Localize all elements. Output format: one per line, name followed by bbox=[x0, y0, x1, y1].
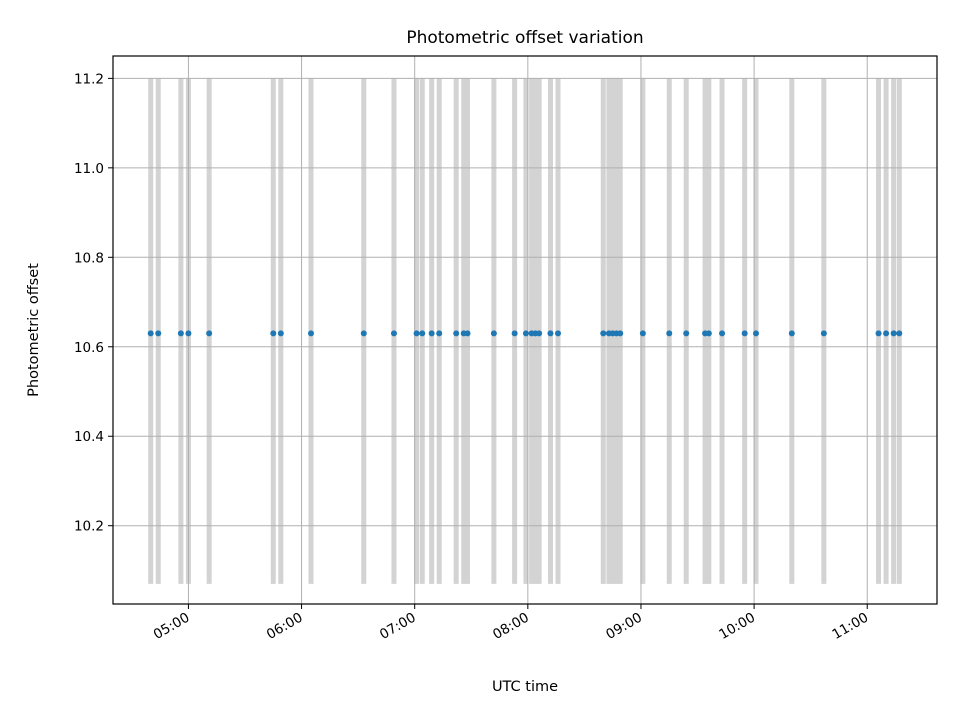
chart-title: Photometric offset variation bbox=[406, 28, 643, 48]
data-point-34 bbox=[705, 330, 712, 337]
data-point-17 bbox=[490, 330, 497, 337]
data-point-7 bbox=[307, 330, 314, 337]
data-point-19 bbox=[522, 330, 529, 337]
x-tick-label: 06:00 bbox=[264, 610, 306, 643]
data-point-4 bbox=[206, 330, 213, 337]
data-point-22 bbox=[536, 330, 543, 337]
data-point-18 bbox=[511, 330, 518, 337]
x-axis-title: UTC time bbox=[492, 679, 558, 695]
data-point-23 bbox=[547, 330, 554, 337]
y-axis-title: Photometric offset bbox=[26, 263, 42, 397]
data-point-43 bbox=[896, 330, 903, 337]
data-point-38 bbox=[788, 330, 795, 337]
data-point-29 bbox=[617, 330, 624, 337]
x-tick-label: 11:00 bbox=[830, 610, 872, 643]
data-point-35 bbox=[719, 330, 726, 337]
data-point-6 bbox=[277, 330, 284, 337]
grid-lines bbox=[113, 56, 937, 604]
data-point-3 bbox=[185, 330, 192, 337]
y-tick-label: 11.0 bbox=[74, 161, 104, 177]
data-point-13 bbox=[436, 330, 443, 337]
data-point-32 bbox=[683, 330, 690, 337]
y-tick-label: 10.4 bbox=[74, 429, 104, 445]
data-point-1 bbox=[155, 330, 162, 337]
data-point-25 bbox=[600, 330, 607, 337]
y-tick-label: 10.8 bbox=[74, 250, 104, 266]
data-point-31 bbox=[666, 330, 673, 337]
y-axis: 10.2 10.4 10.6 10.8 11.0 11.2 bbox=[74, 71, 113, 535]
data-point-42 bbox=[890, 330, 897, 337]
x-tick-label: 09:00 bbox=[603, 610, 645, 643]
x-tick-label: 07:00 bbox=[377, 610, 419, 643]
data-point-16 bbox=[464, 330, 471, 337]
y-tick-label: 10.2 bbox=[74, 519, 104, 535]
data-point-12 bbox=[428, 330, 435, 337]
data-point-11 bbox=[419, 330, 426, 337]
data-point-2 bbox=[177, 330, 184, 337]
data-point-24 bbox=[555, 330, 561, 337]
x-tick-label: 05:00 bbox=[151, 610, 193, 643]
data-point-36 bbox=[741, 330, 748, 337]
data-point-10 bbox=[413, 330, 420, 337]
x-tick-label: 08:00 bbox=[490, 610, 532, 643]
data-point-8 bbox=[360, 330, 367, 337]
data-point-37 bbox=[752, 330, 759, 337]
data-point-5 bbox=[270, 330, 277, 337]
y-tick-label: 11.2 bbox=[74, 71, 104, 87]
data-points bbox=[147, 330, 903, 337]
data-point-9 bbox=[390, 330, 397, 337]
y-tick-label: 10.6 bbox=[74, 340, 104, 356]
x-tick-label: 10:00 bbox=[716, 610, 758, 643]
x-axis: 05:00 06:00 07:00 08:00 09:00 10:00 11:00 bbox=[151, 604, 872, 643]
data-point-30 bbox=[639, 330, 646, 337]
data-point-14 bbox=[453, 330, 460, 337]
plot-frame bbox=[112, 55, 938, 605]
data-point-41 bbox=[883, 330, 890, 337]
data-point-0 bbox=[147, 330, 154, 337]
data-point-40 bbox=[875, 330, 882, 337]
data-point-39 bbox=[820, 330, 827, 337]
